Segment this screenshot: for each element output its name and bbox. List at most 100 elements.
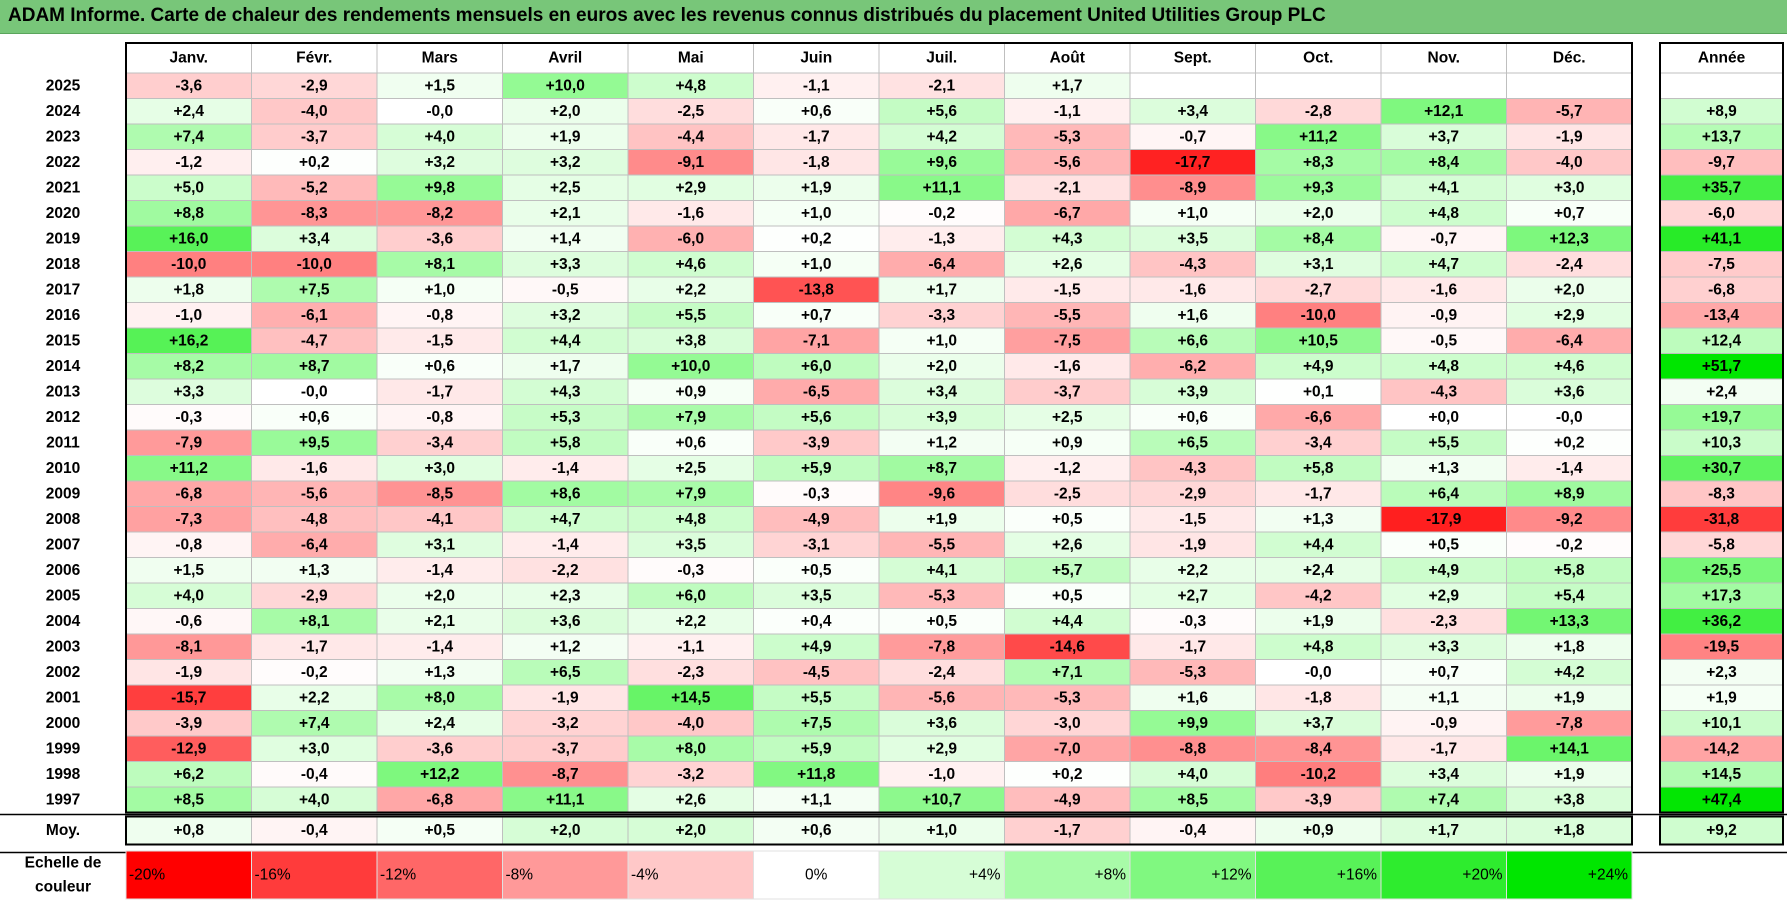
heat-cell-label: -3,2 bbox=[552, 715, 579, 732]
heat-cell-label: -9,6 bbox=[928, 485, 955, 502]
heat-cell-label: +0,2 bbox=[299, 154, 330, 171]
heat-cell-label: +10,7 bbox=[922, 791, 961, 808]
annual-cell-label: -31,8 bbox=[1704, 511, 1740, 528]
heat-cell-label: -4,0 bbox=[677, 715, 704, 732]
heat-cell-label: +2,4 bbox=[173, 103, 204, 120]
annual-cell bbox=[1659, 582, 1784, 609]
heat-cell-label: +10,0 bbox=[546, 77, 585, 94]
heat-cell bbox=[251, 735, 378, 762]
heat-cell bbox=[1004, 251, 1131, 278]
heat-cell-label: -6,4 bbox=[928, 256, 955, 273]
annual-cell bbox=[1659, 276, 1784, 303]
heat-cell-label: -1,7 bbox=[426, 383, 453, 400]
heat-cell bbox=[1004, 659, 1131, 686]
heat-cell bbox=[502, 225, 629, 252]
heat-cell bbox=[1506, 429, 1633, 456]
column-header: Juil. bbox=[926, 50, 957, 67]
heat-cell-label: +3,2 bbox=[424, 154, 455, 171]
row-year-label: 2002 bbox=[46, 664, 80, 681]
color-scale-swatch bbox=[251, 850, 378, 900]
heat-cell-label: +1,1 bbox=[801, 791, 832, 808]
heat-cell-label: +4,9 bbox=[801, 638, 832, 655]
heat-cell-label: +12,2 bbox=[420, 766, 459, 783]
heat-cell-label: -3,6 bbox=[426, 740, 453, 757]
annual-cell-label: +36,2 bbox=[1702, 613, 1741, 630]
heat-cell-label: +7,4 bbox=[299, 715, 330, 732]
annual-cell bbox=[1659, 608, 1784, 635]
heat-cell bbox=[502, 557, 629, 584]
heat-cell-label: +5,8 bbox=[1303, 460, 1334, 477]
heat-cell-label: -0,2 bbox=[301, 664, 328, 681]
heat-cell-label: -5,6 bbox=[1054, 154, 1081, 171]
heat-cell-label: -6,4 bbox=[301, 536, 328, 553]
heat-cell bbox=[1380, 786, 1507, 813]
heat-cell-label: +5,8 bbox=[1554, 562, 1585, 579]
heat-cell-label: -1,6 bbox=[301, 460, 328, 477]
heat-cell bbox=[376, 276, 503, 303]
heat-cell bbox=[1129, 72, 1256, 99]
heat-cell-label: -0,7 bbox=[1179, 128, 1206, 145]
heat-cell-label: +8,7 bbox=[926, 460, 957, 477]
heat-cell bbox=[125, 480, 252, 507]
heat-cell bbox=[502, 327, 629, 354]
heat-cell-label: -6,4 bbox=[1556, 332, 1583, 349]
heat-cell-label: +1,8 bbox=[1554, 638, 1585, 655]
annual-cell-label: +19,7 bbox=[1702, 409, 1741, 426]
heat-cell-label: -10,2 bbox=[1301, 766, 1336, 783]
heat-cell bbox=[376, 200, 503, 227]
heat-cell bbox=[1004, 429, 1131, 456]
average-cell bbox=[627, 816, 754, 845]
heat-cell-label: +0,6 bbox=[801, 103, 832, 120]
heat-cell-label: -3,4 bbox=[426, 434, 453, 451]
heat-cell-label: +3,1 bbox=[424, 536, 455, 553]
heat-cell-label: +0,4 bbox=[801, 613, 832, 630]
heat-cell-label: -1,0 bbox=[175, 307, 202, 324]
heat-cell bbox=[1129, 684, 1256, 711]
heat-cell bbox=[1380, 480, 1507, 507]
heat-cell-label: +10,5 bbox=[1299, 332, 1339, 349]
annual-cell-label: +2,3 bbox=[1706, 664, 1737, 681]
heat-cell-label: +14,5 bbox=[671, 689, 711, 706]
average-cell-label: +0,6 bbox=[801, 822, 832, 839]
heat-cell-label: -5,3 bbox=[1054, 689, 1081, 706]
heat-cell-label: +3,8 bbox=[675, 332, 706, 349]
heat-cell-label: +3,7 bbox=[1428, 128, 1459, 145]
row-year-label: 2004 bbox=[46, 613, 81, 630]
heat-cell-label: +5,8 bbox=[550, 434, 581, 451]
heat-cell-label: +2,4 bbox=[424, 715, 455, 732]
heat-cell bbox=[753, 684, 880, 711]
heat-cell-label: -1,1 bbox=[803, 77, 830, 94]
color-scale-tick: 0% bbox=[805, 867, 828, 884]
column-header: Janv. bbox=[170, 50, 209, 67]
heat-cell bbox=[1255, 302, 1382, 329]
title-bar: ADAM Informe. Carte de chaleur des rende… bbox=[0, 0, 1787, 34]
row-year-label: 2023 bbox=[46, 128, 81, 145]
heat-cell bbox=[502, 659, 629, 686]
heat-cell bbox=[251, 251, 378, 278]
heat-cell-label: -3,9 bbox=[175, 715, 202, 732]
heat-cell bbox=[627, 302, 754, 329]
average-cell bbox=[1255, 816, 1382, 845]
heat-cell-label: +11,1 bbox=[923, 179, 962, 196]
heat-cell-label: -0,8 bbox=[426, 409, 453, 426]
heat-cell-label: -0,6 bbox=[175, 613, 202, 630]
average-border bbox=[125, 815, 1633, 846]
color-scale-swatch bbox=[1129, 850, 1256, 900]
heat-cell bbox=[1380, 123, 1507, 150]
row-year-label: 2017 bbox=[46, 281, 80, 298]
heat-cell-label: -5,2 bbox=[301, 179, 328, 196]
heat-cell-label: -0,2 bbox=[1556, 536, 1583, 553]
heat-cell bbox=[627, 557, 754, 584]
color-scale-label: Echelle de bbox=[25, 855, 102, 872]
heat-cell-label: +2,0 bbox=[424, 587, 455, 604]
heat-cell bbox=[627, 72, 754, 99]
heat-cell bbox=[753, 327, 880, 354]
heat-cell-label: +8,7 bbox=[299, 358, 330, 375]
heat-cell bbox=[1129, 735, 1256, 762]
heat-cell-label: +11,8 bbox=[797, 766, 836, 783]
heat-cell bbox=[502, 72, 629, 99]
heat-cell-label: -17,7 bbox=[1175, 154, 1210, 171]
grid-border bbox=[125, 42, 1633, 814]
heat-cell-label: -0,8 bbox=[426, 307, 453, 324]
heat-cell-label: -6,6 bbox=[1305, 409, 1332, 426]
